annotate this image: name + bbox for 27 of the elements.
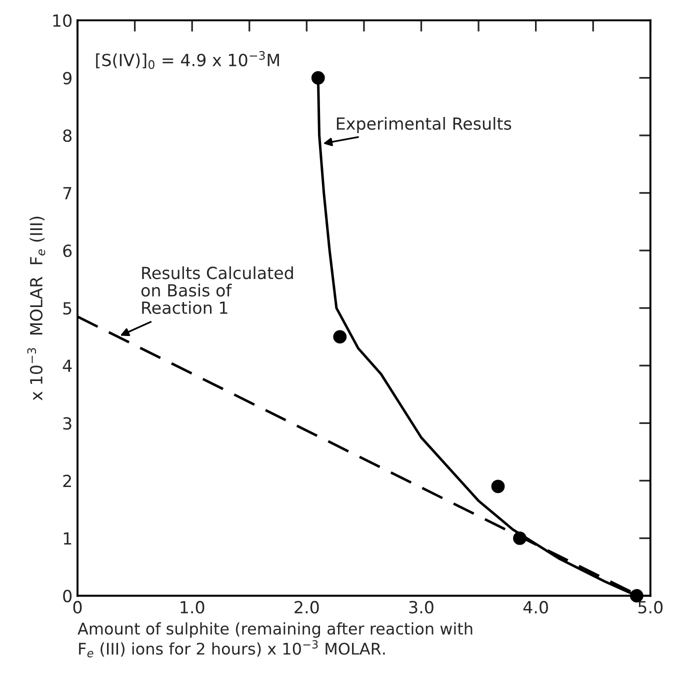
point: [333, 330, 347, 344]
y-tick-label: 0: [63, 590, 72, 602]
y-axis-title: x 10$^{−3}$ MOLAR F$_{e}$ (III): [27, 216, 46, 400]
x-tick-label: 2.0: [294, 600, 319, 614]
y-tick-label: 9: [63, 72, 72, 84]
annotation: Results Calculated on Basis of Reaction 1: [141, 266, 293, 314]
y-tick-label: 3: [63, 417, 72, 430]
x-tick-label: 4.0: [523, 600, 548, 614]
x-tick-label: 0: [73, 600, 82, 614]
point: [491, 480, 505, 494]
annotation: Experimental Results: [336, 116, 512, 134]
x-tick-label: 5.0: [638, 600, 663, 614]
x-tick-label: 1.0: [180, 600, 204, 614]
x-tick-label: 3.0: [409, 600, 434, 614]
x-axis-title: Amount of sulphite (remaining after reaction with F$_{e}$ (III) ions for 2 hours) x 10$^{−3}$ MOLAR.: [78, 622, 472, 658]
y-tick-label: 6: [63, 244, 72, 258]
point: [311, 71, 325, 85]
y-tick-label: 7: [63, 187, 72, 200]
point: [513, 532, 526, 545]
y-tick-label: 4: [62, 360, 72, 372]
point: [630, 589, 644, 602]
y-tick-label: 5: [63, 302, 72, 315]
annotation: [S(IV)]$_{0}$ = 4.9 x 10$^{−3}$M: [96, 51, 279, 69]
y-tick-label: 2: [63, 474, 71, 487]
y-tick-label: 8: [63, 129, 72, 142]
y-tick-label: 10: [53, 14, 72, 27]
y-tick-label: 1: [64, 532, 72, 545]
